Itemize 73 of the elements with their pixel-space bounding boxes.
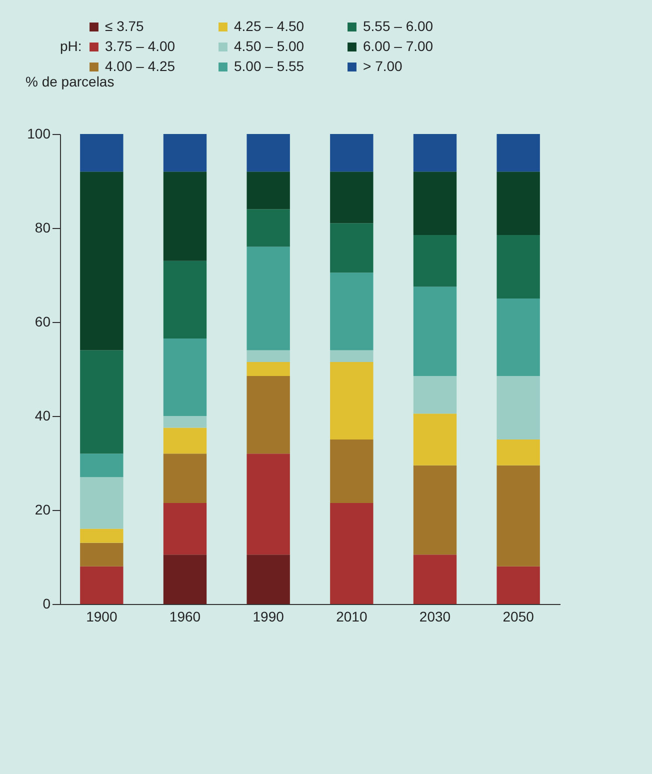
bar (246, 172, 290, 210)
bar (413, 235, 457, 287)
legend-label: 6.00 – 7.00 (363, 38, 434, 54)
x-tick-label: 1960 (169, 608, 201, 624)
bar (80, 172, 124, 350)
y-tick-label: 80 (34, 220, 51, 236)
bar (80, 350, 124, 454)
bar (330, 350, 374, 362)
y-tick-label: 0 (42, 596, 51, 612)
legend-label: 4.00 – 4.25 (105, 58, 176, 74)
y-tick-label: 20 (34, 502, 51, 518)
legend-label: 5.00 – 5.55 (234, 58, 304, 74)
bar (246, 350, 290, 362)
bar (163, 260, 207, 338)
bar (80, 528, 124, 543)
bar (246, 376, 290, 454)
bar (413, 286, 457, 376)
bar (80, 477, 124, 529)
bar (163, 134, 207, 172)
bar (246, 134, 290, 172)
bar (330, 134, 374, 172)
legend-label: ≤ 3.75 (105, 18, 144, 34)
bar (330, 172, 374, 224)
legend-label: 5.55 – 6.00 (363, 18, 434, 34)
bar (163, 416, 207, 428)
bar (413, 554, 457, 604)
bar (413, 134, 457, 172)
bar (246, 246, 290, 350)
bar (246, 454, 290, 555)
bar (413, 414, 457, 466)
bar (496, 566, 540, 604)
bar (413, 376, 457, 414)
bar (80, 566, 124, 604)
bar (163, 454, 207, 503)
bar (496, 376, 540, 440)
bar (163, 428, 207, 454)
y-axis-title: % de parcelas (26, 74, 114, 90)
legend-title: pH: (60, 38, 82, 54)
bar (330, 362, 374, 440)
y-tick-label: 100 (27, 126, 51, 142)
legend-label: 3.75 – 4.00 (105, 38, 176, 54)
bar (413, 465, 457, 555)
bar (330, 223, 374, 273)
bar (163, 172, 207, 261)
x-tick-label: 2030 (419, 608, 451, 624)
bar (496, 134, 540, 172)
bar (413, 172, 457, 236)
bar (496, 235, 540, 298)
bar (496, 465, 540, 566)
bar (246, 209, 290, 247)
legend-label: 4.25 – 4.50 (234, 18, 304, 34)
bar (80, 134, 124, 172)
bar (80, 542, 124, 566)
y-tick-label: 40 (34, 408, 51, 424)
bar (80, 454, 124, 478)
bar (163, 338, 207, 416)
bar (246, 554, 290, 604)
bar (330, 440, 374, 503)
x-tick-label: 1990 (252, 608, 284, 624)
bar (330, 502, 374, 604)
bar (163, 502, 207, 555)
bar (330, 272, 374, 350)
bar (246, 362, 290, 376)
legend-label: 4.50 – 5.00 (234, 38, 304, 54)
x-tick-label: 2050 (502, 608, 534, 624)
legend-label: > 7.00 (363, 58, 403, 74)
x-tick-label: 2010 (336, 608, 368, 624)
y-tick-label: 60 (34, 314, 51, 330)
bar (496, 440, 540, 466)
bar (496, 298, 540, 376)
bar (496, 172, 540, 236)
bar (163, 554, 207, 604)
x-tick-label: 1900 (86, 608, 118, 624)
